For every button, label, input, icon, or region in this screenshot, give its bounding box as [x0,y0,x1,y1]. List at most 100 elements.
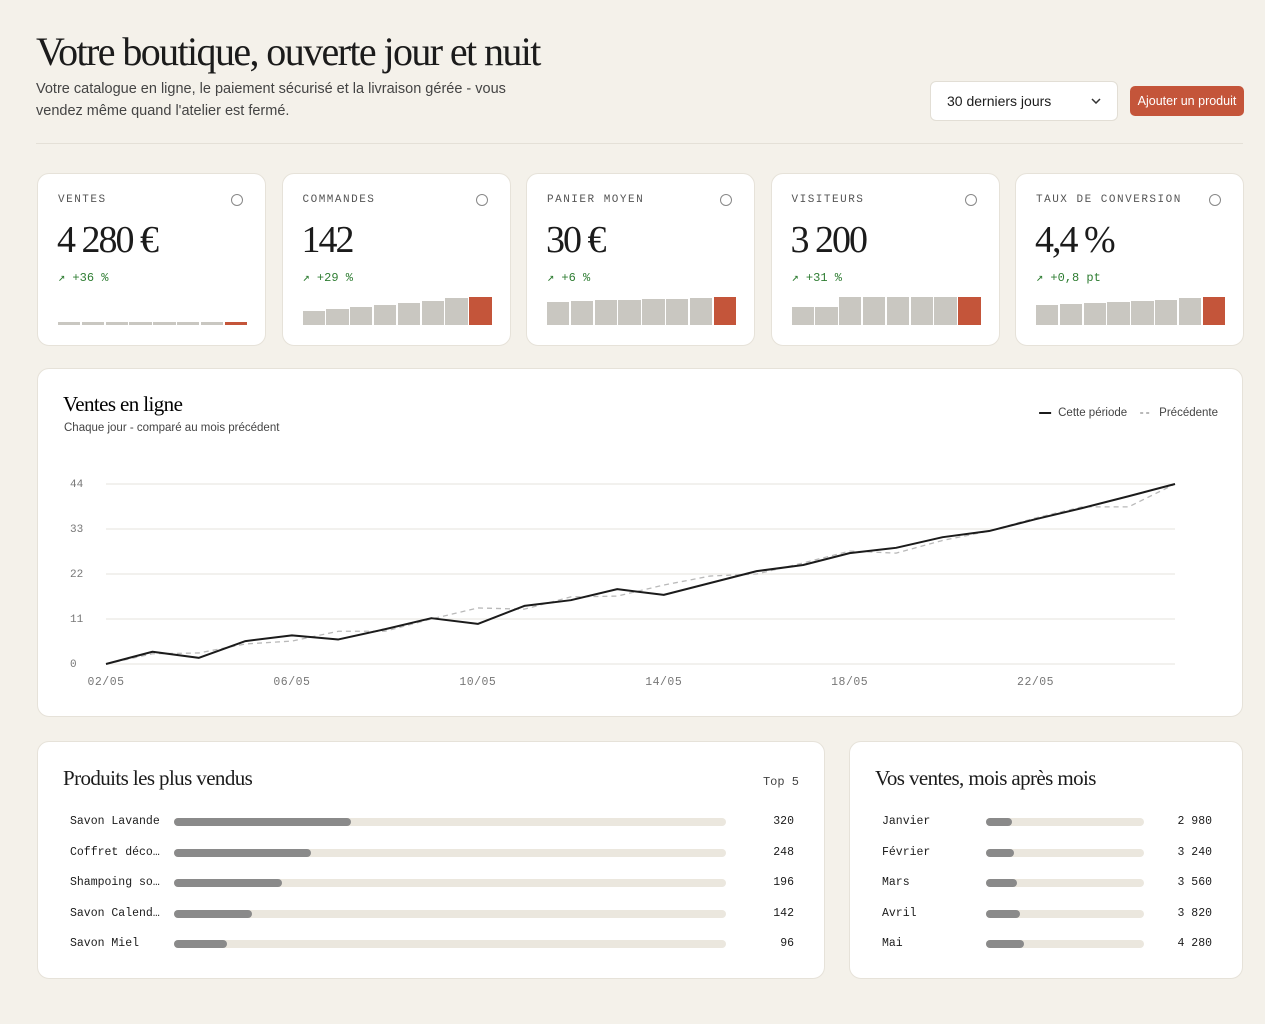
spark-bar [129,322,152,325]
spark-bar [839,297,862,325]
kpi-change: ↗ +31 % [791,271,842,285]
spark-bar [547,302,570,325]
sparkline [1036,297,1226,325]
value-label: 196 [773,876,794,889]
bar-track [986,940,1144,948]
chevron [1091,98,1101,104]
kpi-card: VISITEURS 3 200 ↗ +31 % [770,173,1000,346]
bar-track [174,818,726,826]
bar-track [174,909,726,918]
value-label: 3 820 [1177,906,1212,920]
bar [174,879,283,887]
x-tick-label: 14/05 [645,676,682,689]
spark-bar [1155,300,1178,325]
spark-bar [326,309,349,325]
sparkline [547,297,737,325]
spark-bar [302,311,325,325]
spark-bar [594,300,617,325]
spark-bar [1083,302,1106,325]
x-tick-label: 22/05 [1017,676,1054,689]
spark-bar [105,322,128,325]
bar-track [986,848,1144,857]
card-title: Vos ventes, mois après mois [875,766,1096,790]
spark-bar [815,307,838,325]
info-icon [475,194,488,206]
row-label: Savon Lavande [70,815,160,828]
spark-bar [224,322,248,325]
series-line [105,483,1176,665]
spark-bar [1059,304,1083,325]
y-tick-label: 33 [70,524,83,536]
kpi-value: 4,4 % [1035,219,1116,261]
row-label: Avril [882,906,917,920]
page-title: Votre boutique, ouverte jour et nuit [36,29,541,74]
page-subtitle: Votre catalogue en ligne, le paiement sé… [36,81,506,119]
kpi-value: 30 € [546,219,606,261]
value-label: 2 980 [1177,815,1212,828]
bar [986,879,1018,887]
spark-bar [445,298,468,325]
row-label: Coffret déco… [70,845,160,859]
info-icon [231,194,243,206]
kpi-card: TAUX DE CONVERSION 4,4 % ↗ +0,8 pt [1015,173,1244,346]
spark-bar [570,300,594,325]
value-label: 4 280 [1177,937,1212,950]
x-tick-label: 10/05 [459,676,496,689]
add-product-button[interactable]: Ajouter un produit [1130,86,1244,116]
line-chart: Ventes en ligne Chaque jour - comparé au … [63,392,1218,689]
spark-bar [934,297,957,325]
bar [174,909,253,918]
spark-bar [200,322,224,325]
value-label: 248 [773,845,794,859]
legend-label: Cette période [1058,407,1127,419]
spark-bar [642,298,665,325]
card-note: Top 5 [762,775,799,789]
sparkline [791,297,981,325]
chart-subtitle: Chaque jour - comparé au mois précédent [64,422,280,434]
bar-track [986,909,1144,918]
kpi-label: COMMANDES [302,194,376,206]
spark-bar [373,305,397,325]
x-tick-label: 18/05 [831,676,868,689]
legend-label: Précédente [1159,407,1218,419]
divider [36,143,1243,144]
spark-bar [618,300,641,325]
spark-bar [713,297,737,325]
y-tick-label: 22 [70,569,83,581]
spark-bar [1036,305,1059,325]
info-icon [720,194,732,206]
bar [174,940,227,948]
y-tick-label: 11 [70,614,84,626]
bar [986,818,1013,826]
bar [174,848,311,857]
value-label: 320 [773,815,794,828]
row-label: Savon Miel [70,937,140,950]
period-select[interactable]: 30 derniers jours [930,81,1118,121]
bar-track [986,818,1144,826]
kpi-label: TAUX DE CONVERSION [1036,194,1182,206]
kpi-label: PANIER MOYEN [547,194,645,206]
chart-title: Ventes en ligne [63,392,183,416]
spark-bar [1131,300,1154,325]
spark-bar [910,297,933,325]
y-tick-label: 44 [70,479,84,491]
value-label: 96 [780,937,794,950]
info-icon [964,194,977,206]
spark-bar [58,322,81,325]
kpi-value: 142 [301,219,355,261]
spark-bar [1178,298,1202,325]
kpi-change: ↗ +6 % [547,271,591,285]
kpi-card: VENTES 4 280 € ↗ +36 % [37,173,266,346]
spark-bar [350,307,373,325]
value-label: 3 560 [1177,876,1212,889]
value-label: 3 240 [1177,845,1212,859]
card-title: Produits les plus vendus [63,766,253,790]
kpi-change: ↗ +29 % [302,271,353,285]
bar-track [986,879,1144,887]
sparkline [302,297,492,325]
bar-track [174,879,726,887]
bar-track [174,940,726,948]
period-value: 30 derniers jours [947,93,1052,109]
bar [986,940,1024,948]
